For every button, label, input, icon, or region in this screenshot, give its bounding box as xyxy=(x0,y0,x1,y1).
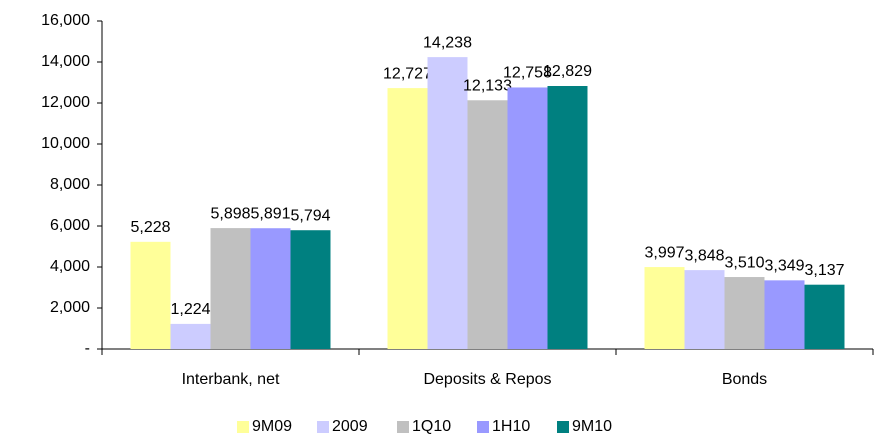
value-label: 12,829 xyxy=(543,63,592,80)
value-label: 3,848 xyxy=(684,247,724,264)
legend-swatch xyxy=(397,421,409,433)
y-tick-label: 10,000 xyxy=(41,135,90,152)
x-tick-label: Bonds xyxy=(722,371,767,388)
legend-label: 2009 xyxy=(332,418,368,435)
legend-label: 1H10 xyxy=(492,418,530,435)
value-label: 12,758 xyxy=(503,65,552,82)
x-tick-label: Deposits & Repos xyxy=(423,371,551,388)
legend-swatch xyxy=(477,421,489,433)
legend-swatch xyxy=(557,421,569,433)
bar xyxy=(130,241,171,349)
legend-label: 1Q10 xyxy=(412,418,451,435)
y-tick-label: 14,000 xyxy=(41,53,90,70)
legend-swatch xyxy=(237,421,249,433)
y-tick-label: 12,000 xyxy=(41,94,90,111)
value-label: 5,898 xyxy=(210,205,250,222)
bar xyxy=(644,267,685,349)
value-label: 3,137 xyxy=(804,262,844,279)
value-label: 3,510 xyxy=(724,254,764,271)
y-tick-label: 6,000 xyxy=(50,217,90,234)
value-label: 5,228 xyxy=(130,219,170,236)
bar xyxy=(684,270,725,349)
x-tick-label: Interbank, net xyxy=(182,371,280,388)
bar xyxy=(547,86,588,350)
bar xyxy=(724,277,765,349)
value-label: 3,997 xyxy=(644,244,684,261)
bar xyxy=(427,57,468,349)
bar xyxy=(507,87,548,349)
value-label: 5,794 xyxy=(290,207,330,224)
value-label: 5,891 xyxy=(250,205,290,222)
legend-label: 9M10 xyxy=(572,418,612,435)
y-tick-label: 4,000 xyxy=(50,258,90,275)
bar xyxy=(467,100,508,349)
value-label: 14,238 xyxy=(423,34,472,51)
y-tick-label: - xyxy=(85,340,90,357)
bar xyxy=(290,230,331,349)
bar xyxy=(170,323,211,349)
y-tick-label: 16,000 xyxy=(41,12,90,29)
bar xyxy=(387,88,428,349)
y-tick-label: 2,000 xyxy=(50,299,90,316)
bar xyxy=(250,228,291,349)
bar xyxy=(804,284,845,349)
bar xyxy=(764,280,805,349)
bar xyxy=(210,228,251,349)
y-tick-label: 8,000 xyxy=(50,176,90,193)
value-label: 12,133 xyxy=(463,77,512,94)
value-label: 1,224 xyxy=(170,301,210,318)
value-label: 3,349 xyxy=(764,258,804,275)
legend-swatch xyxy=(317,421,329,433)
value-label: 12,727 xyxy=(383,65,432,82)
legend-label: 9M09 xyxy=(252,418,292,435)
